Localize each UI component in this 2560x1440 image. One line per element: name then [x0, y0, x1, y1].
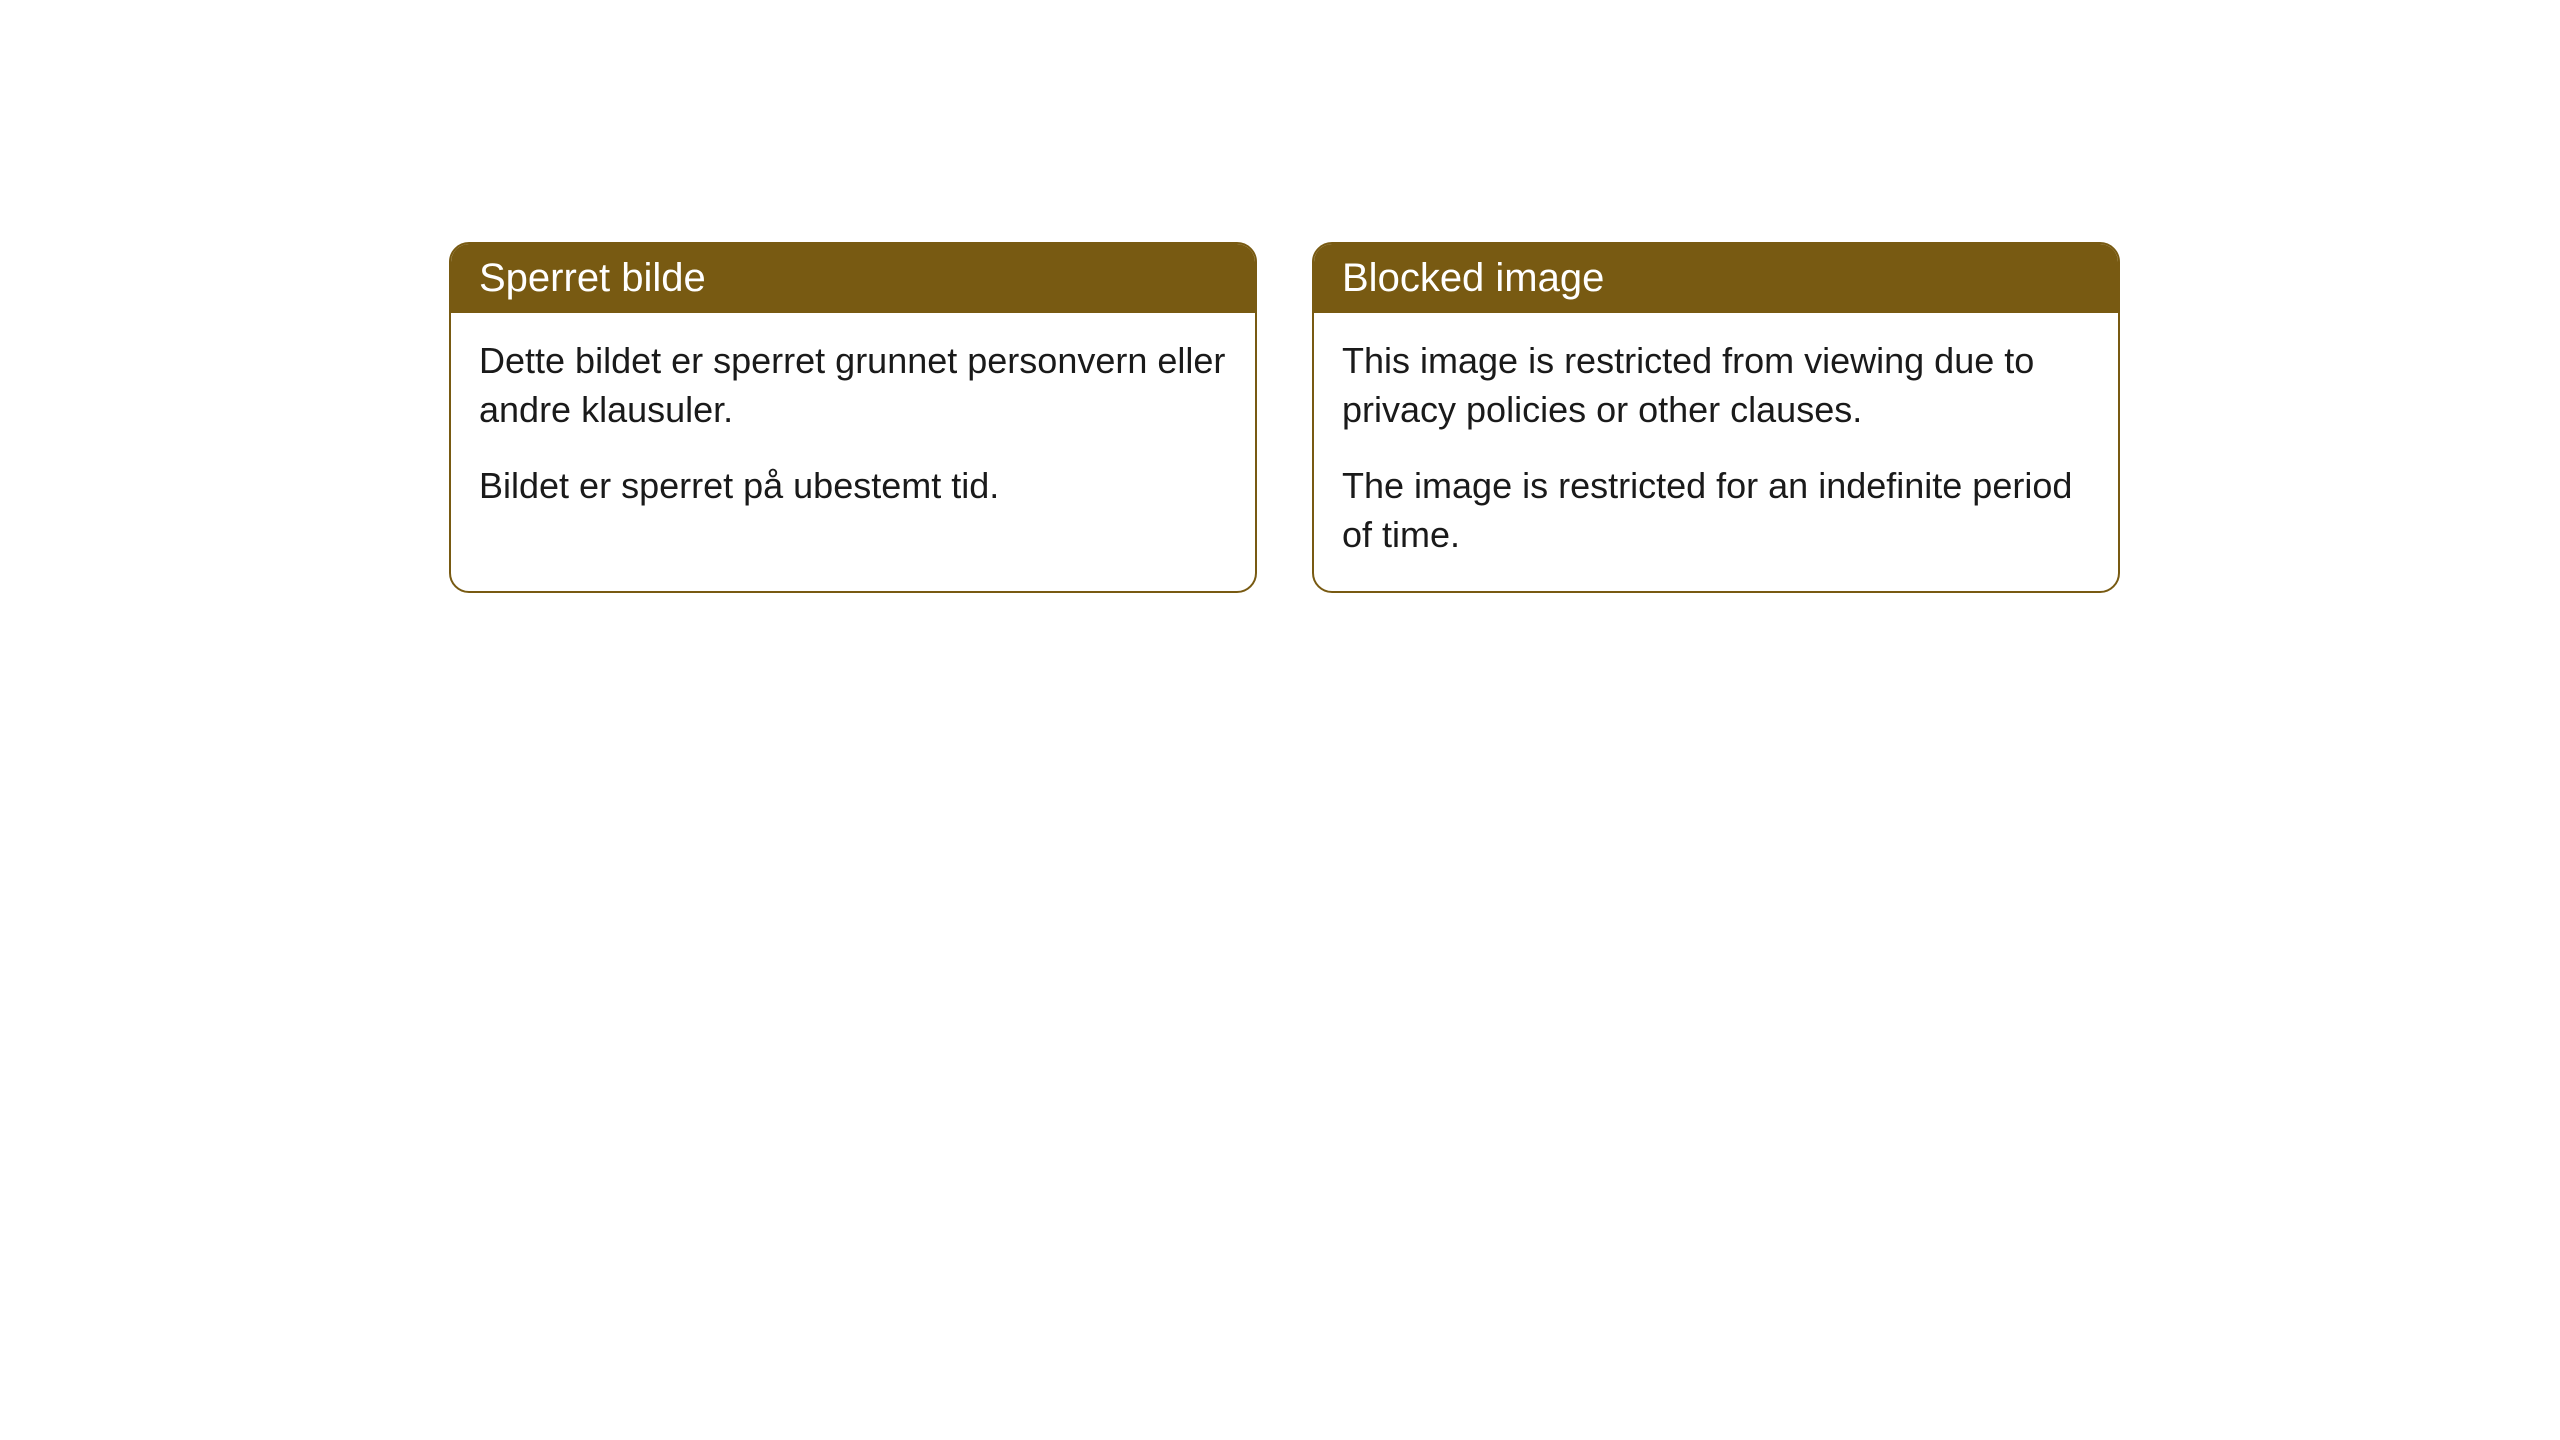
card-title: Sperret bilde [479, 256, 706, 300]
notice-text-paragraph: Bildet er sperret på ubestemt tid. [479, 462, 1227, 511]
notice-text-paragraph: This image is restricted from viewing du… [1342, 337, 2090, 434]
card-header-english: Blocked image [1314, 244, 2118, 313]
blocked-image-card-english: Blocked image This image is restricted f… [1312, 242, 2120, 593]
card-body-english: This image is restricted from viewing du… [1314, 313, 2118, 591]
notice-text-paragraph: The image is restricted for an indefinit… [1342, 462, 2090, 559]
notice-cards-container: Sperret bilde Dette bildet er sperret gr… [449, 242, 2560, 593]
card-body-norwegian: Dette bildet er sperret grunnet personve… [451, 313, 1255, 543]
card-title: Blocked image [1342, 256, 1604, 300]
notice-text-paragraph: Dette bildet er sperret grunnet personve… [479, 337, 1227, 434]
card-header-norwegian: Sperret bilde [451, 244, 1255, 313]
blocked-image-card-norwegian: Sperret bilde Dette bildet er sperret gr… [449, 242, 1257, 593]
